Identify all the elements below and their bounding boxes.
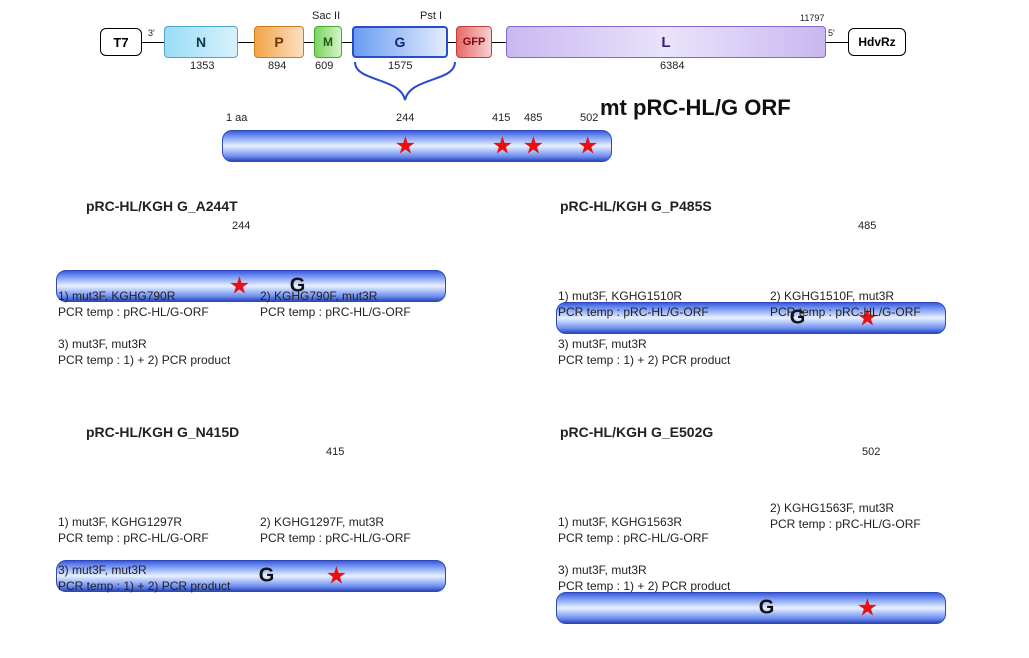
orf-1aa: 1 aa — [226, 112, 247, 124]
gene-l: L — [506, 26, 826, 58]
star-icon: ★ — [229, 272, 251, 301]
panel-title-n415d: pRC-HL/KGH G_N415D — [86, 424, 239, 440]
pcr-e502g-3a: 3) mut3F, mut3R — [558, 562, 647, 579]
star-icon: ★ — [395, 132, 417, 161]
pcr-n415d-1a: 1) mut3F, KGHG1297R — [58, 514, 182, 531]
star-icon: ★ — [492, 132, 514, 161]
panel-title-e502g: pRC-HL/KGH G_E502G — [560, 424, 713, 440]
gene-m: M — [314, 26, 342, 58]
star-icon: ★ — [857, 594, 879, 623]
orf-415: 415 — [492, 112, 510, 124]
pos-e502g: 502 — [862, 446, 880, 458]
gene-g: G — [352, 26, 448, 58]
pcr-e502g-2b: PCR temp : pRC-HL/G-ORF — [770, 516, 921, 533]
pcr-a244t-2b: PCR temp : pRC-HL/G-ORF — [260, 304, 411, 321]
connector — [142, 42, 164, 43]
bar-e502g: G ★ — [556, 592, 946, 624]
sac2-label: Sac II — [312, 10, 340, 22]
bp-l: 6384 — [660, 60, 684, 72]
star-icon: ★ — [577, 132, 599, 161]
pst1-label: Pst I — [420, 10, 442, 22]
panel-title-a244t: pRC-HL/KGH G_A244T — [86, 198, 238, 214]
gene-n: N — [164, 26, 238, 58]
three-prime: 3' — [148, 28, 155, 38]
pcr-e502g-1b: PCR temp : pRC-HL/G-ORF — [558, 530, 709, 547]
connector — [492, 42, 506, 43]
star-icon: ★ — [523, 132, 545, 161]
pcr-a244t-3b: PCR temp : 1) + 2) PCR product — [58, 352, 230, 369]
bp-p: 894 — [268, 60, 286, 72]
genome-map: T7 3' N 1353 P 894 M 609 Sac II G 1575 P… — [100, 10, 930, 80]
pcr-n415d-1b: PCR temp : pRC-HL/G-ORF — [58, 530, 209, 547]
pcr-a244t-1a: 1) mut3F, KGHG790R — [58, 288, 175, 305]
pcr-p485s-2b: PCR temp : pRC-HL/G-ORF — [770, 304, 921, 321]
gene-gfp: GFP — [456, 26, 492, 58]
t7-box: T7 — [100, 28, 142, 56]
pcr-p485s-2a: 2) KGHG1510F, mut3R — [770, 288, 894, 305]
connector — [826, 42, 848, 43]
panel-title-p485s: pRC-HL/KGH G_P485S — [560, 198, 712, 214]
g-letter: G — [259, 565, 275, 588]
pcr-a244t-3a: 3) mut3F, mut3R — [58, 336, 147, 353]
orf-244: 244 — [396, 112, 414, 124]
connector — [448, 42, 456, 43]
gene-p: P — [254, 26, 304, 58]
orf-485: 485 — [524, 112, 542, 124]
pcr-n415d-3b: PCR temp : 1) + 2) PCR product — [58, 578, 230, 595]
pos-n415d: 415 — [326, 446, 344, 458]
pcr-p485s-3a: 3) mut3F, mut3R — [558, 336, 647, 353]
bp-n: 1353 — [190, 60, 214, 72]
pcr-e502g-1a: 1) mut3F, KGHG1563R — [558, 514, 682, 531]
pcr-p485s-1b: PCR temp : pRC-HL/G-ORF — [558, 304, 709, 321]
pcr-e502g-2a: 2) KGHG1563F, mut3R — [770, 500, 894, 517]
pos-a244t: 244 — [232, 220, 250, 232]
orf-bar: ★ ★ ★ ★ — [222, 130, 612, 162]
connector — [342, 42, 352, 43]
star-icon: ★ — [326, 562, 348, 591]
connector — [304, 42, 314, 43]
pcr-a244t-2a: 2) KGHG790F, mut3R — [260, 288, 377, 305]
brace-icon — [350, 62, 460, 102]
connector — [238, 42, 254, 43]
pcr-n415d-3a: 3) mut3F, mut3R — [58, 562, 147, 579]
pcr-e502g-3b: PCR temp : 1) + 2) PCR product — [558, 578, 730, 595]
five-prime: 5' — [828, 28, 835, 38]
bp-m: 609 — [315, 60, 333, 72]
pcr-a244t-1b: PCR temp : pRC-HL/G-ORF — [58, 304, 209, 321]
main-title: mt pRC-HL/G ORF — [600, 95, 791, 121]
g-letter: G — [759, 597, 775, 620]
pcr-p485s-1a: 1) mut3F, KGHG1510R — [558, 288, 682, 305]
orf-502: 502 — [580, 112, 598, 124]
hdvrz-box: HdvRz — [848, 28, 906, 56]
pcr-n415d-2a: 2) KGHG1297F, mut3R — [260, 514, 384, 531]
pcr-p485s-3b: PCR temp : 1) + 2) PCR product — [558, 352, 730, 369]
bp-total: 11797 — [800, 13, 824, 23]
pos-p485s: 485 — [858, 220, 876, 232]
pcr-n415d-2b: PCR temp : pRC-HL/G-ORF — [260, 530, 411, 547]
